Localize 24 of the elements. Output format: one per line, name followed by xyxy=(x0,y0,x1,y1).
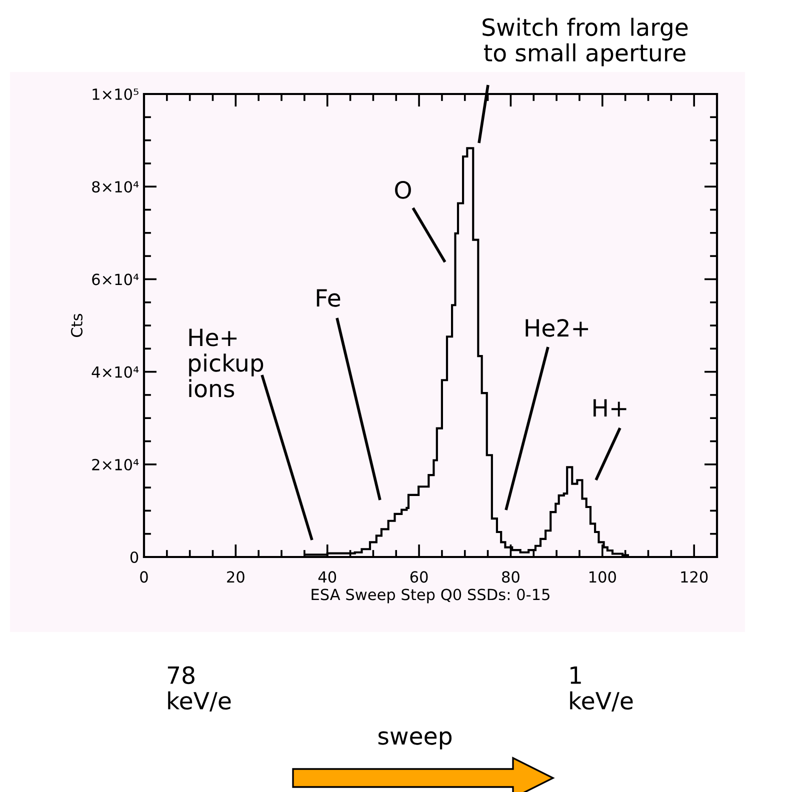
y-tick-label: 6×10⁴ xyxy=(92,274,139,286)
text: 1 keV/e xyxy=(570,666,633,712)
y-tick-label: 2×10⁴ xyxy=(92,458,139,470)
annotation: He+ pickup ions xyxy=(189,328,264,398)
x-tick-label: 60 xyxy=(410,571,428,583)
y-tick-label: 8×10⁴ xyxy=(92,181,139,193)
x-axis-title: ESA Sweep Step Q0 SSDs: 0-15 xyxy=(312,588,550,604)
text: sweep xyxy=(378,731,452,750)
x-tick-label: 0 xyxy=(140,571,148,583)
annotation: H+ xyxy=(594,399,626,417)
text: Switch from large to small aperture xyxy=(482,18,688,66)
annotation: Fe xyxy=(316,289,340,307)
text: 78 keV/e xyxy=(168,666,231,712)
x-tick-label: 100 xyxy=(589,571,616,583)
y-tick-label: 4×10⁴ xyxy=(92,366,139,378)
x-tick-label: 120 xyxy=(681,571,708,583)
y-tick-label: 0 xyxy=(130,551,138,564)
x-tick-label: 40 xyxy=(318,571,336,583)
x-tick-label: 80 xyxy=(502,571,520,583)
x-tick-label: 20 xyxy=(227,571,244,583)
y-axis-title: Cts xyxy=(70,314,83,337)
annotation: He2+ xyxy=(526,318,588,337)
y-tick-label: 1×10⁵ xyxy=(92,88,138,100)
annotation: O xyxy=(395,180,411,199)
